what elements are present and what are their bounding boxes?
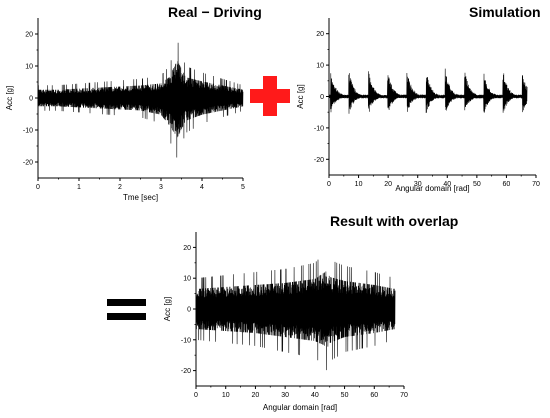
y-tick-label-real: 20 bbox=[25, 32, 33, 39]
y-tick-label-result: -20 bbox=[181, 368, 191, 375]
title-result-overlap: Result with overlap bbox=[330, 213, 459, 229]
y-axis-label-simulation: Acc [g] bbox=[296, 84, 305, 108]
x-tick-label-real: 1 bbox=[77, 184, 81, 191]
signal-series-result bbox=[195, 259, 396, 371]
y-tick-label-result: -10 bbox=[181, 337, 191, 344]
y-tick-label-result: 20 bbox=[183, 245, 191, 252]
x-tick-label-result: 20 bbox=[252, 392, 260, 399]
signal-line-simulation bbox=[328, 68, 528, 114]
x-tick-label-simulation: 40 bbox=[443, 181, 451, 188]
x-tick-label-result: 30 bbox=[281, 392, 289, 399]
x-tick-label-result: 10 bbox=[222, 392, 230, 399]
y-tick-label-real: 0 bbox=[29, 96, 33, 103]
x-tick-label-real: 3 bbox=[159, 184, 163, 191]
x-tick-label-real: 0 bbox=[36, 184, 40, 191]
x-axis-label-real: Tme [sec] bbox=[123, 193, 158, 202]
x-tick-label-simulation: 20 bbox=[384, 181, 392, 188]
x-tick-label-simulation: 50 bbox=[473, 181, 481, 188]
x-tick-label-result: 0 bbox=[194, 392, 198, 399]
y-tick-label-simulation: 20 bbox=[316, 31, 324, 38]
equals-top-bar bbox=[107, 299, 146, 306]
y-tick-label-result: 10 bbox=[183, 276, 191, 283]
x-tick-label-simulation: 10 bbox=[355, 181, 363, 188]
y-tick-label-real: -20 bbox=[23, 160, 33, 167]
title-real-driving: Real − Driving bbox=[168, 4, 262, 20]
x-tick-label-result: 60 bbox=[370, 392, 378, 399]
y-axis-label-result: Acc [g] bbox=[163, 297, 172, 321]
y-tick-label-simulation: -20 bbox=[314, 157, 324, 164]
signal-series-real bbox=[37, 42, 244, 158]
x-tick-label-result: 70 bbox=[400, 392, 408, 399]
x-tick-label-simulation: 60 bbox=[503, 181, 511, 188]
signal-line-real bbox=[37, 42, 244, 158]
y-tick-label-result: 0 bbox=[187, 307, 191, 314]
signal-line-result bbox=[195, 259, 396, 371]
x-tick-label-simulation: 0 bbox=[327, 181, 331, 188]
equals-bottom-bar bbox=[107, 313, 146, 320]
y-tick-label-simulation: -10 bbox=[314, 125, 324, 132]
y-tick-label-simulation: 10 bbox=[316, 63, 324, 70]
signal-series-simulation bbox=[328, 68, 528, 114]
y-tick-label-real: 10 bbox=[25, 64, 33, 71]
y-axis-label-real: Acc [g] bbox=[5, 86, 14, 110]
x-axis-label-simulation: Angular domain [rad] bbox=[395, 184, 469, 193]
x-tick-label-real: 2 bbox=[118, 184, 122, 191]
title-simulation: Simulation bbox=[469, 4, 541, 20]
y-tick-label-simulation: 0 bbox=[320, 94, 324, 101]
plus-vertical-bar bbox=[263, 76, 277, 116]
y-tick-label-real: -10 bbox=[23, 128, 33, 135]
x-tick-label-result: 40 bbox=[311, 392, 319, 399]
x-axis-label-result: Angular domain [rad] bbox=[263, 403, 337, 412]
x-tick-label-real: 4 bbox=[200, 184, 204, 191]
x-tick-label-simulation: 30 bbox=[414, 181, 422, 188]
x-tick-label-simulation: 70 bbox=[532, 181, 540, 188]
x-tick-label-result: 50 bbox=[341, 392, 349, 399]
chart-real: 0 1 2 3 4 5 -20 -10 0 10 20 Tme [sec] Acc [g] bbox=[5, 18, 245, 202]
x-tick-label-real: 5 bbox=[241, 184, 245, 191]
